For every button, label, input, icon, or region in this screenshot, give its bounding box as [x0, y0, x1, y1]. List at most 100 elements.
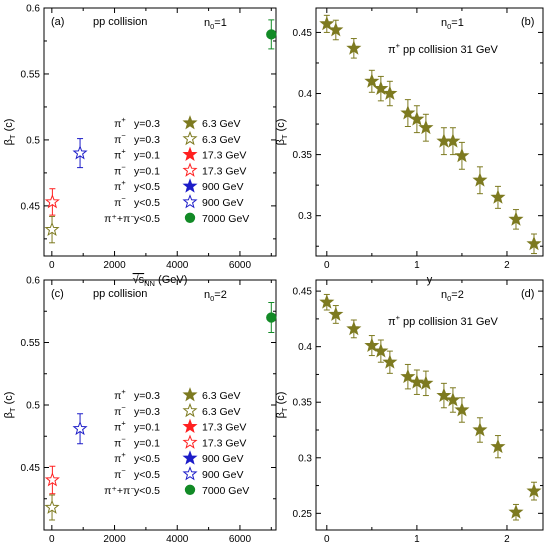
legend-particle: π⁺+π⁻: [104, 213, 136, 225]
y-tick-label: 0.5: [26, 135, 40, 146]
legend-marker: [182, 130, 198, 146]
legend-entry: π− y=0.3 6.3 GeV: [114, 131, 240, 146]
x-tick-label: 0: [49, 534, 55, 545]
data-point: [436, 127, 452, 156]
data-point: [382, 80, 398, 107]
n0-annotation: n0=2: [441, 289, 464, 303]
star-marker: [409, 374, 425, 389]
legend-energy: 17.3 GeV: [202, 422, 246, 434]
panel-title: pp collision: [93, 288, 147, 300]
star-marker: [44, 221, 60, 237]
star-marker: [445, 133, 461, 148]
y-tick-label: 0.6: [26, 276, 40, 287]
legend-energy: 900 GeV: [202, 469, 243, 481]
legend-entry: π+ y=0.1 17.3 GeV: [114, 419, 246, 434]
legend-particle: π+: [114, 450, 126, 465]
plot-frame: [315, 279, 544, 531]
panel-label: (c): [51, 288, 64, 300]
star-marker: [44, 193, 60, 209]
y-tick-label: 0.55: [21, 69, 41, 80]
legend-energy: 6.3 GeV: [202, 406, 241, 418]
x-tick-label: 2: [504, 260, 510, 271]
legend-cut: y<0.5: [134, 485, 160, 497]
legend-entry: π⁺+π⁻y<0.5 7000 GeV: [104, 484, 249, 497]
star-marker: [490, 189, 506, 204]
legend-marker: [182, 434, 198, 449]
star-marker: [418, 119, 434, 135]
star-marker: [364, 337, 380, 352]
y-tick-label: 0.35: [293, 150, 313, 161]
legend-particle: π−: [114, 194, 126, 209]
x-tick-label: 1: [414, 260, 420, 271]
x-tick-label: 0: [324, 260, 330, 271]
y-tick-label: 0.55: [21, 338, 41, 349]
star-marker: [472, 422, 488, 437]
star-marker: [454, 402, 470, 417]
legend-energy: 6.3 GeV: [202, 134, 241, 146]
n0-annotation: n0=2: [204, 289, 227, 303]
y-tick-label: 0.3: [298, 211, 312, 222]
data-point: [508, 503, 524, 521]
legend-marker: [182, 450, 198, 465]
data-point: [266, 19, 277, 50]
y-tick-label: 0.45: [21, 463, 41, 474]
legend-entry: π⁺+π⁻y<0.5 7000 GeV: [104, 212, 249, 225]
legend-cut: y=0.3: [134, 406, 160, 418]
data-point: [373, 75, 389, 102]
legend-energy: 17.3 GeV: [202, 437, 246, 449]
legend-cut: y=0.3: [134, 134, 160, 146]
star-marker: [490, 438, 506, 454]
star-marker: [319, 15, 335, 31]
panel-title: π+ pp collision 31 GeV: [388, 313, 498, 328]
y-tick-label: 0.25: [293, 509, 313, 520]
legend-energy: 7000 GeV: [202, 213, 249, 225]
x-tick-label: 2: [504, 534, 510, 545]
legend-particle: π+: [114, 178, 126, 193]
star-marker: [472, 172, 488, 187]
legend-energy: 7000 GeV: [202, 485, 249, 497]
legend-entry: π− y=0.1 17.3 GeV: [114, 434, 246, 449]
x-tick-label: 2000: [103, 534, 126, 545]
star-marker: [526, 235, 542, 251]
panel-title: pp collision: [93, 16, 147, 28]
n0-annotation: n0=1: [204, 17, 227, 31]
star-marker: [364, 73, 380, 88]
circle-marker: [266, 29, 277, 40]
data-point: [445, 127, 461, 156]
data-point: [346, 319, 362, 339]
data-point: [373, 339, 389, 363]
y-tick-label: 0.6: [26, 4, 40, 15]
data-point: [364, 335, 380, 357]
legend-marker: [182, 115, 198, 130]
legend-particle: π+: [114, 419, 126, 434]
data-point: [346, 38, 362, 59]
legend-cut: y=0.3: [134, 118, 160, 130]
legend-entry: π− y=0.1 17.3 GeV: [114, 162, 246, 177]
x-tick-label: 4000: [166, 534, 189, 545]
data-point: [436, 382, 452, 409]
legend-particle: π+: [114, 147, 126, 162]
legend-cut: y=0.1: [134, 150, 160, 162]
y-tick-label: 0.45: [21, 201, 41, 212]
data-point: [72, 138, 88, 169]
x-tick-label: 4000: [166, 260, 189, 271]
legend-marker: [182, 402, 198, 418]
data-point: [490, 435, 506, 459]
legend-entry: π+ y=0.3 6.3 GeV: [114, 387, 240, 402]
data-point: [44, 215, 60, 244]
legend-energy: 17.3 GeV: [202, 150, 246, 162]
star-marker: [319, 294, 335, 309]
data-point: [319, 14, 335, 33]
data-point: [328, 19, 344, 41]
legend-marker: [182, 466, 198, 481]
star-marker: [72, 420, 88, 436]
star-marker: [346, 320, 362, 336]
star-marker: [382, 354, 398, 369]
data-point: [319, 293, 335, 311]
plot-frame: [315, 7, 544, 257]
star-marker: [409, 111, 425, 126]
data-point: [418, 370, 434, 397]
data-point: [490, 185, 506, 209]
